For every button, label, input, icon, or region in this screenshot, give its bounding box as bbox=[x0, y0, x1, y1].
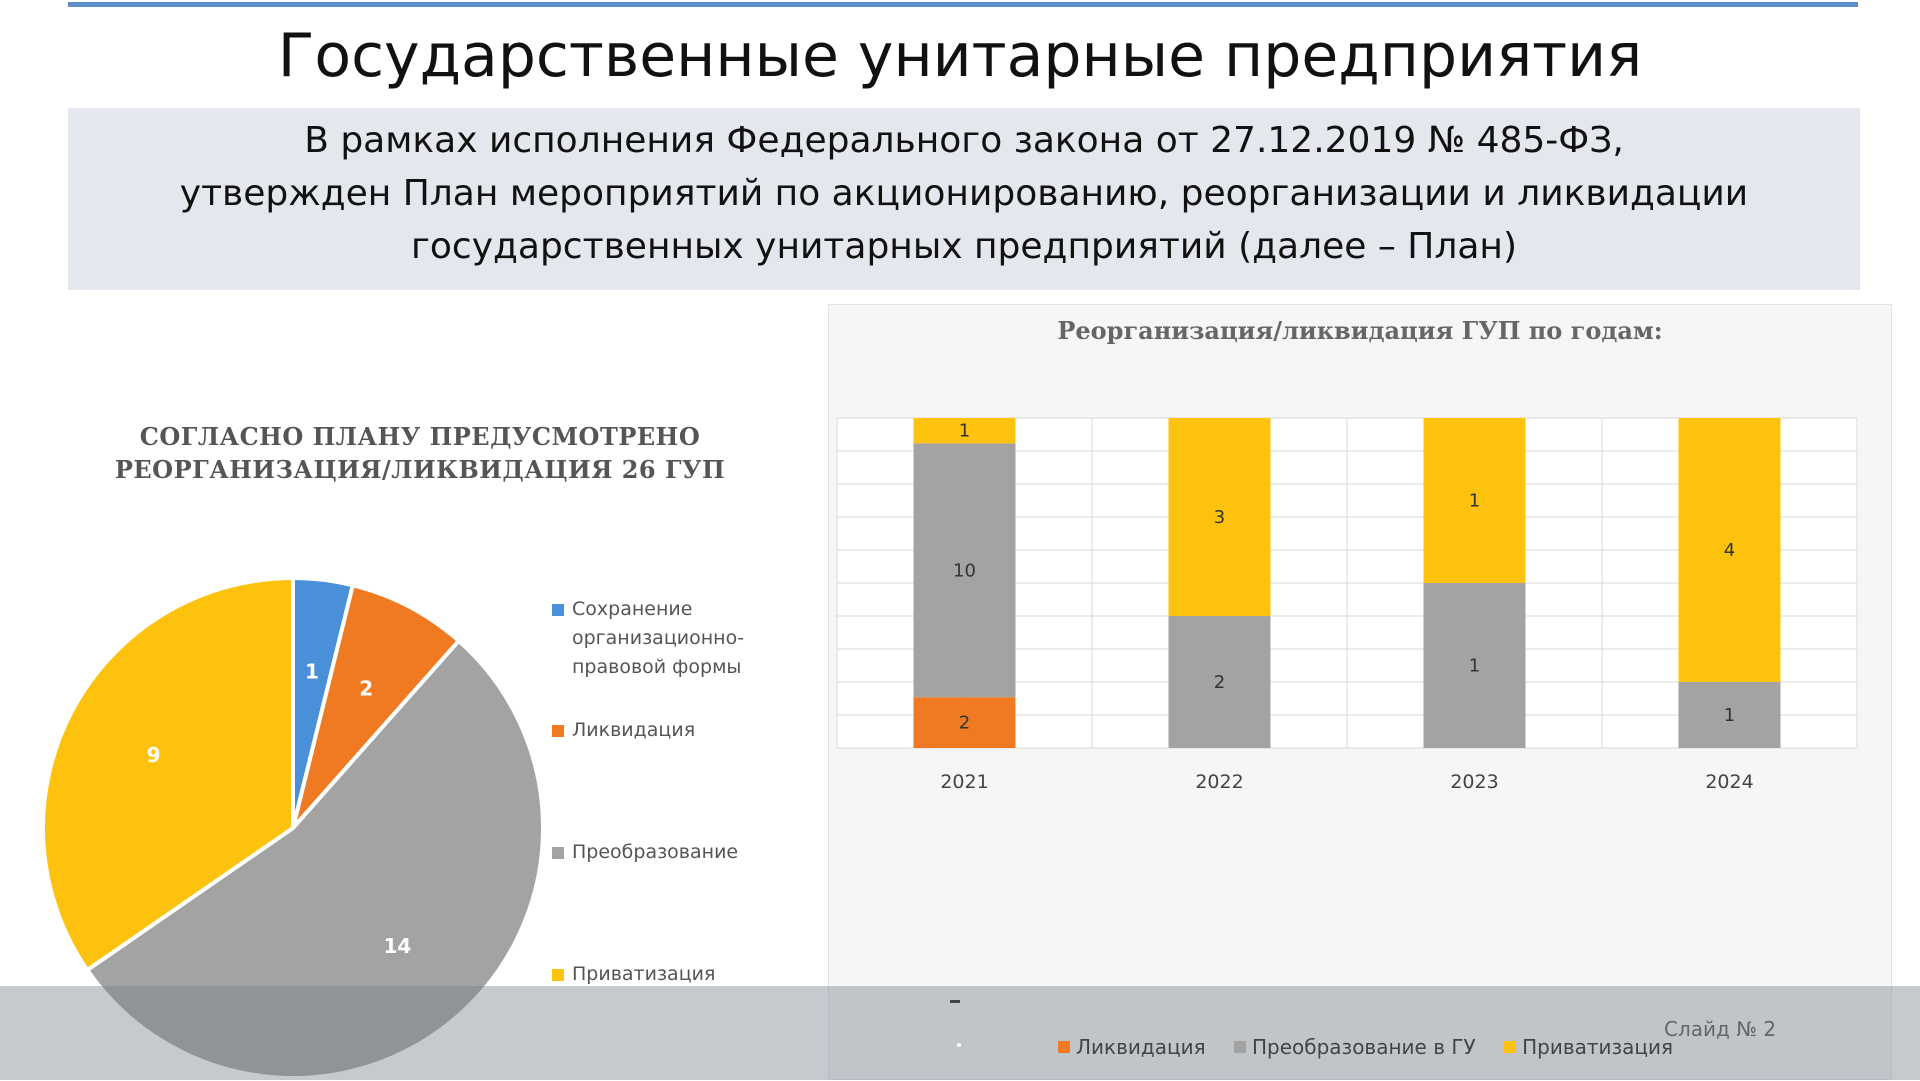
pie-slice-label-privatization: 9 bbox=[147, 743, 161, 767]
pie-chart-title: СОГЛАСНО ПЛАНУ ПРЕДУСМОТРЕНО РЕОРГАНИЗАЦ… bbox=[60, 420, 780, 486]
pie-legend-item-transformation: Преобразование bbox=[552, 838, 772, 867]
bar-legend-swatch-privatization bbox=[1504, 1041, 1517, 1053]
bar-legend-item-privatization: Приватизация bbox=[1504, 1034, 1673, 1060]
bar-legend-label-privatization: Приватизация bbox=[1522, 1035, 1674, 1059]
bar-legend-label-liquidation: Ликвидация bbox=[1076, 1035, 1206, 1059]
dot-mark bbox=[957, 1043, 961, 1047]
bar-value-label-2022-privatization: 3 bbox=[1214, 507, 1225, 528]
pie-legend-label-preserve-line-1: Сохранение bbox=[572, 598, 693, 620]
bar-segment-2021-privatization bbox=[913, 418, 1016, 444]
pie-legend-label-preserve-line-2: организационно- bbox=[572, 627, 745, 649]
bar-segment-2023-transformation bbox=[1423, 583, 1526, 748]
pie-legend-item-preserve: Сохранение организационно- правовой форм… bbox=[552, 595, 772, 682]
pie-legend-swatch-preserve bbox=[552, 604, 564, 616]
bar-value-label-2023-transformation: 1 bbox=[1469, 656, 1480, 677]
bar-segment-2022-transformation bbox=[1168, 616, 1271, 748]
bar-category-label-2022: 2022 bbox=[1195, 771, 1243, 793]
bar-value-label-2021-privatization: 1 bbox=[959, 421, 970, 442]
pie-chart: 1 2 14 9 bbox=[41, 575, 545, 1080]
bar-chart: 2 10 1 2021 2 3 2022 1 1 2023 1 4 2024 bbox=[836, 417, 1858, 793]
intro-line-3: государственных унитарных предприятий (д… bbox=[410, 226, 1518, 267]
pie-slice-transformation bbox=[84, 638, 545, 1080]
dash-mark bbox=[950, 1000, 960, 1003]
pie-legend-swatch-liquidation bbox=[552, 725, 564, 737]
bar-value-label-2024-privatization: 4 bbox=[1724, 540, 1735, 561]
bar-segment-2024-transformation bbox=[1678, 682, 1781, 748]
top-accent-line bbox=[68, 2, 1858, 7]
pie-legend-item-privatization: Приватизация bbox=[552, 960, 772, 989]
bar-category-label-2023: 2023 bbox=[1450, 771, 1498, 793]
pie-legend-label-preserve: Сохранение организационно- правовой форм… bbox=[552, 595, 772, 682]
pie-title-line-1: СОГЛАСНО ПЛАНУ ПРЕДУСМОТРЕНО bbox=[139, 422, 701, 451]
pie-slice-label-transformation: 14 bbox=[384, 934, 412, 958]
pie-legend-label-privatization: Приватизация bbox=[572, 963, 716, 985]
pie-slice-label-preserve: 1 bbox=[305, 660, 319, 684]
pie-slice-liquidation bbox=[291, 582, 462, 830]
pie-legend-item-liquidation: Ликвидация bbox=[552, 716, 772, 745]
pie-legend-label-liquidation: Ликвидация bbox=[572, 719, 696, 741]
slide-number: Слайд № 2 bbox=[1664, 1017, 1777, 1041]
bar-value-label-2021-liquidation: 2 bbox=[959, 713, 970, 734]
bottom-overlay-band bbox=[0, 986, 1920, 1080]
bar-value-label-2021-transformation: 10 bbox=[953, 560, 976, 581]
bar-value-label-2024-transformation: 1 bbox=[1724, 705, 1735, 726]
bar-chart-legend: Ликвидация Преобразование в ГУ Приватиза… bbox=[1058, 1034, 1695, 1060]
pie-title-line-2: РЕОРГАНИЗАЦИЯ/ЛИКВИДАЦИЯ 26 ГУП bbox=[114, 455, 726, 484]
bar-legend-swatch-transformation bbox=[1234, 1041, 1246, 1053]
bar-segment-2023-privatization bbox=[1423, 418, 1526, 583]
intro-line-1: В рамках исполнения Федерального закона … bbox=[304, 120, 1624, 161]
bar-legend-item-liquidation: Ликвидация bbox=[1058, 1034, 1206, 1060]
bar-value-label-2023-privatization: 1 bbox=[1469, 491, 1480, 512]
bar-chart-panel: 2 10 1 2021 2 3 2022 1 1 2023 1 4 2024 Реорганизация… bbox=[828, 304, 1892, 1080]
pie-legend-swatch-privatization bbox=[552, 969, 564, 981]
bar-legend-swatch-liquidation bbox=[1058, 1041, 1070, 1053]
pie-legend-label-preserve-line-3: правовой формы bbox=[572, 656, 742, 678]
pie-slice-privatization bbox=[41, 575, 295, 973]
bar-segment-2022-privatization bbox=[1168, 418, 1271, 616]
bar-value-label-2022-transformation: 2 bbox=[1214, 672, 1225, 693]
pie-slice-label-liquidation: 2 bbox=[359, 677, 373, 701]
intro-line-2: утвержден План мероприятий по акциониров… bbox=[179, 173, 1749, 214]
slide-title: Государственные унитарные предприятия bbox=[277, 21, 1643, 91]
pie-legend-swatch-transformation bbox=[552, 847, 564, 859]
bar-legend-item-transformation: Преобразование в ГУ bbox=[1234, 1034, 1476, 1060]
pie-legend-label-transformation: Преобразование bbox=[572, 841, 739, 863]
bar-chart-title: Реорганизация/ликвидация ГУП по годам: bbox=[1057, 316, 1663, 345]
bar-segment-2024-privatization bbox=[1678, 418, 1781, 682]
bar-category-label-2024: 2024 bbox=[1705, 771, 1753, 793]
bar-segment-2021-liquidation bbox=[913, 697, 1016, 748]
bar-category-label-2021: 2021 bbox=[940, 771, 988, 793]
bar-legend-label-transformation: Преобразование в ГУ bbox=[1252, 1035, 1476, 1059]
intro-box: В рамках исполнения Федерального закона … bbox=[68, 108, 1860, 290]
bar-segment-2021-transformation bbox=[913, 443, 1016, 698]
